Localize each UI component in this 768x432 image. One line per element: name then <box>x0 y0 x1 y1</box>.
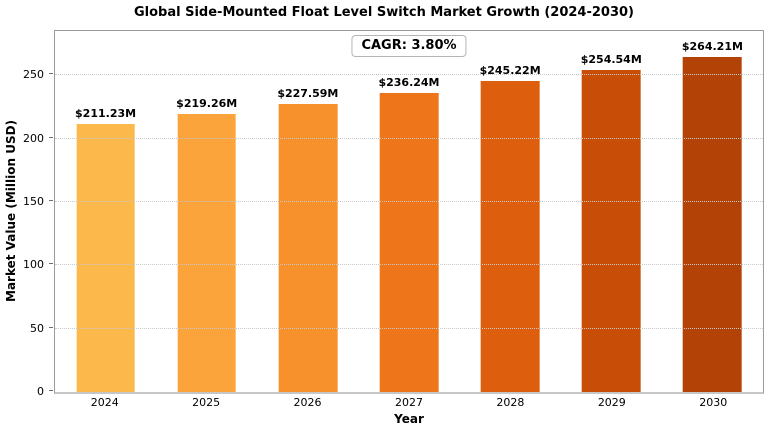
bar-2024 <box>76 124 135 392</box>
x-axis-label: Year <box>394 412 424 426</box>
gridline <box>55 327 763 329</box>
bar-group-2026: $227.59M <box>257 31 358 392</box>
bar-value-label: $245.22M <box>479 64 541 78</box>
bar-value-label: $236.24M <box>378 75 440 89</box>
gridline <box>55 74 763 76</box>
bars-container: $211.23M $219.26M $227.59M $236.24M $245.22M… <box>55 31 763 392</box>
cagr-annotation: CAGR: 3.80% <box>351 35 467 57</box>
x-tick-label: 2029 <box>597 396 626 409</box>
x-tick-label: 2026 <box>293 396 322 409</box>
bar-2027 <box>379 92 439 392</box>
y-tick-label: 200 <box>23 131 44 145</box>
bar-value-label: $264.21M <box>681 40 743 54</box>
bar-group-2028: $245.22M <box>460 31 561 392</box>
y-tick-mark <box>49 136 53 138</box>
bar-2030 <box>683 57 742 392</box>
bar-value-label: $219.26M <box>176 97 238 111</box>
y-tick-label: 150 <box>23 195 44 208</box>
x-tick-label: 2030 <box>699 396 728 409</box>
plot-area: $211.23M $219.26M $227.59M $236.24M $245.22M… <box>54 30 764 394</box>
chart-title: Global Side-Mounted Float Level Switch M… <box>133 5 634 20</box>
bar-value-label: $254.54M <box>580 52 642 66</box>
bar-2029 <box>581 69 641 392</box>
bar-group-2029: $254.54M <box>561 31 662 392</box>
y-tick-label: 0 <box>37 385 44 398</box>
bar-group-2024: $211.23M <box>55 31 156 392</box>
y-axis-ticks: 0 50 100 150 200 250 <box>0 30 54 398</box>
bar-2028 <box>480 81 540 392</box>
x-tick-label: 2025 <box>192 396 221 409</box>
gridline <box>55 201 763 202</box>
gridline <box>55 264 763 266</box>
bar-value-label: $211.23M <box>75 107 137 121</box>
bar-value-label: $227.59M <box>277 86 339 100</box>
y-tick-mark <box>49 73 53 75</box>
bar-group-2030: $264.21M <box>662 31 763 392</box>
bar-2025 <box>177 114 237 392</box>
y-tick-label: 100 <box>23 258 44 272</box>
y-tick-mark <box>49 390 53 391</box>
y-tick-mark <box>49 200 53 201</box>
bar-2026 <box>278 103 338 392</box>
x-axis-ticks: 2024 2025 2026 2027 2028 2029 2030 <box>54 396 764 409</box>
y-tick-label: 50 <box>30 321 44 335</box>
gridline <box>55 137 763 139</box>
x-tick-label: 2027 <box>394 396 423 409</box>
x-tick-label: 2028 <box>496 396 525 409</box>
y-tick-label: 250 <box>23 68 44 82</box>
bar-group-2025: $219.26M <box>156 31 257 392</box>
bar-group-2027: $236.24M <box>358 31 459 392</box>
y-tick-mark <box>49 326 53 328</box>
x-tick-label: 2024 <box>90 396 119 409</box>
y-tick-mark <box>49 263 53 265</box>
